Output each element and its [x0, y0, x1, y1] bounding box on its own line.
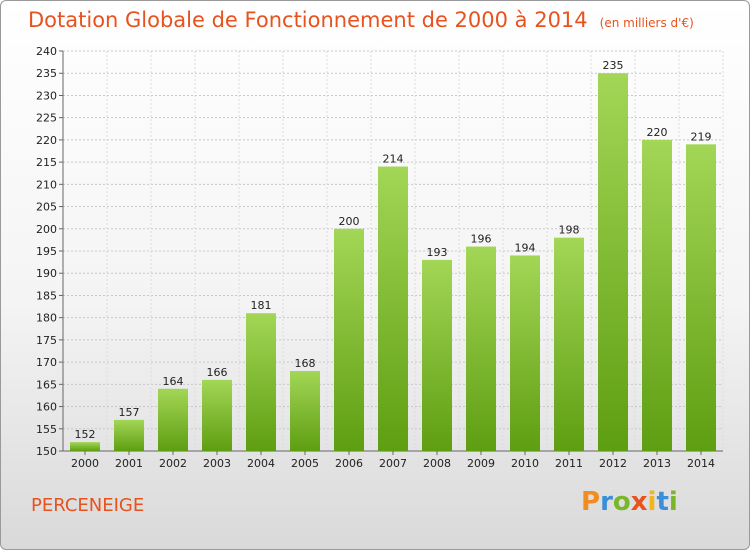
- bar-2012: [598, 73, 628, 451]
- value-label-2010: 194: [515, 241, 536, 254]
- x-tick-label-2002: 2002: [159, 457, 187, 470]
- bar-2005: [290, 371, 320, 451]
- bar-2013: [642, 139, 672, 451]
- bar-2006: [334, 228, 364, 451]
- bar-2007: [378, 166, 408, 452]
- y-tick-label: 210: [36, 178, 57, 191]
- y-tick-label: 150: [36, 445, 57, 458]
- value-label-2006: 200: [339, 215, 360, 228]
- x-tick-label-2001: 2001: [115, 457, 143, 470]
- x-tick-label-2011: 2011: [555, 457, 583, 470]
- x-tick-label-2003: 2003: [203, 457, 231, 470]
- value-label-2005: 168: [295, 357, 316, 370]
- y-tick-label: 180: [36, 312, 57, 325]
- proxiti-logo: Proxiti: [581, 487, 678, 517]
- value-label-2000: 152: [75, 428, 96, 441]
- chart-title-text: Dotation Globale de Fonctionnement de 20…: [28, 8, 588, 32]
- x-tick-label-2004: 2004: [247, 457, 275, 470]
- y-tick-label: 220: [36, 134, 57, 147]
- y-tick-label: 240: [36, 45, 57, 58]
- chart-title: Dotation Globale de Fonctionnement de 20…: [28, 8, 694, 32]
- y-tick-label: 185: [36, 289, 57, 302]
- value-label-2002: 164: [163, 375, 184, 388]
- value-label-2011: 198: [559, 224, 580, 237]
- bar-2008: [422, 259, 452, 451]
- bar-2003: [202, 379, 232, 451]
- bar-2002: [158, 388, 188, 451]
- y-tick-label: 190: [36, 267, 57, 280]
- y-tick-label: 160: [36, 401, 57, 414]
- bar-2004: [246, 313, 276, 451]
- value-label-2004: 181: [251, 299, 272, 312]
- value-label-2012: 235: [603, 59, 624, 72]
- value-label-2008: 193: [427, 246, 448, 259]
- x-tick-label-2000: 2000: [71, 457, 99, 470]
- bar-2010: [510, 255, 540, 451]
- axes: 150 155 160 165 170 175 180 185 190 195 200 205 210 2…: [36, 45, 723, 458]
- bar-2000: [70, 442, 100, 451]
- y-tick-label: 170: [36, 356, 57, 369]
- chart-unit: (en milliers d'€): [599, 16, 694, 30]
- x-tick-label-2009: 2009: [467, 457, 495, 470]
- bar-2011: [554, 237, 584, 451]
- x-tick-label-2010: 2010: [511, 457, 539, 470]
- value-label-2014: 219: [691, 130, 712, 143]
- labels: 152 2000 157 2001 164 2002 166 2003 181 2004 168 20…: [71, 59, 715, 470]
- y-tick-label: 195: [36, 245, 57, 258]
- x-tick-label-2014: 2014: [687, 457, 715, 470]
- y-tick-label: 175: [36, 334, 57, 347]
- y-tick-label: 235: [36, 67, 57, 80]
- value-label-2013: 220: [647, 126, 668, 139]
- value-label-2003: 166: [207, 366, 228, 379]
- y-tick-label: 200: [36, 223, 57, 236]
- value-label-2009: 196: [471, 233, 492, 246]
- value-label-2001: 157: [119, 406, 140, 419]
- bars: [70, 73, 716, 452]
- x-tick-label-2005: 2005: [291, 457, 319, 470]
- place-name: PERCENEIGE: [31, 495, 145, 516]
- y-tick-label: 225: [36, 112, 57, 125]
- x-tick-label-2012: 2012: [599, 457, 627, 470]
- bar-2009: [466, 246, 496, 451]
- x-tick-label-2013: 2013: [643, 457, 671, 470]
- y-tick-label: 215: [36, 156, 57, 169]
- y-tick-label: 165: [36, 378, 57, 391]
- y-tick-label: 205: [36, 201, 57, 214]
- x-tick-label-2007: 2007: [379, 457, 407, 470]
- x-tick-label-2008: 2008: [423, 457, 451, 470]
- x-tick-label-2006: 2006: [335, 457, 363, 470]
- y-tick-label: 230: [36, 89, 57, 102]
- bar-2001: [114, 419, 144, 451]
- bar-2014: [686, 144, 716, 452]
- value-label-2007: 214: [383, 153, 404, 166]
- y-tick-label: 155: [36, 423, 57, 436]
